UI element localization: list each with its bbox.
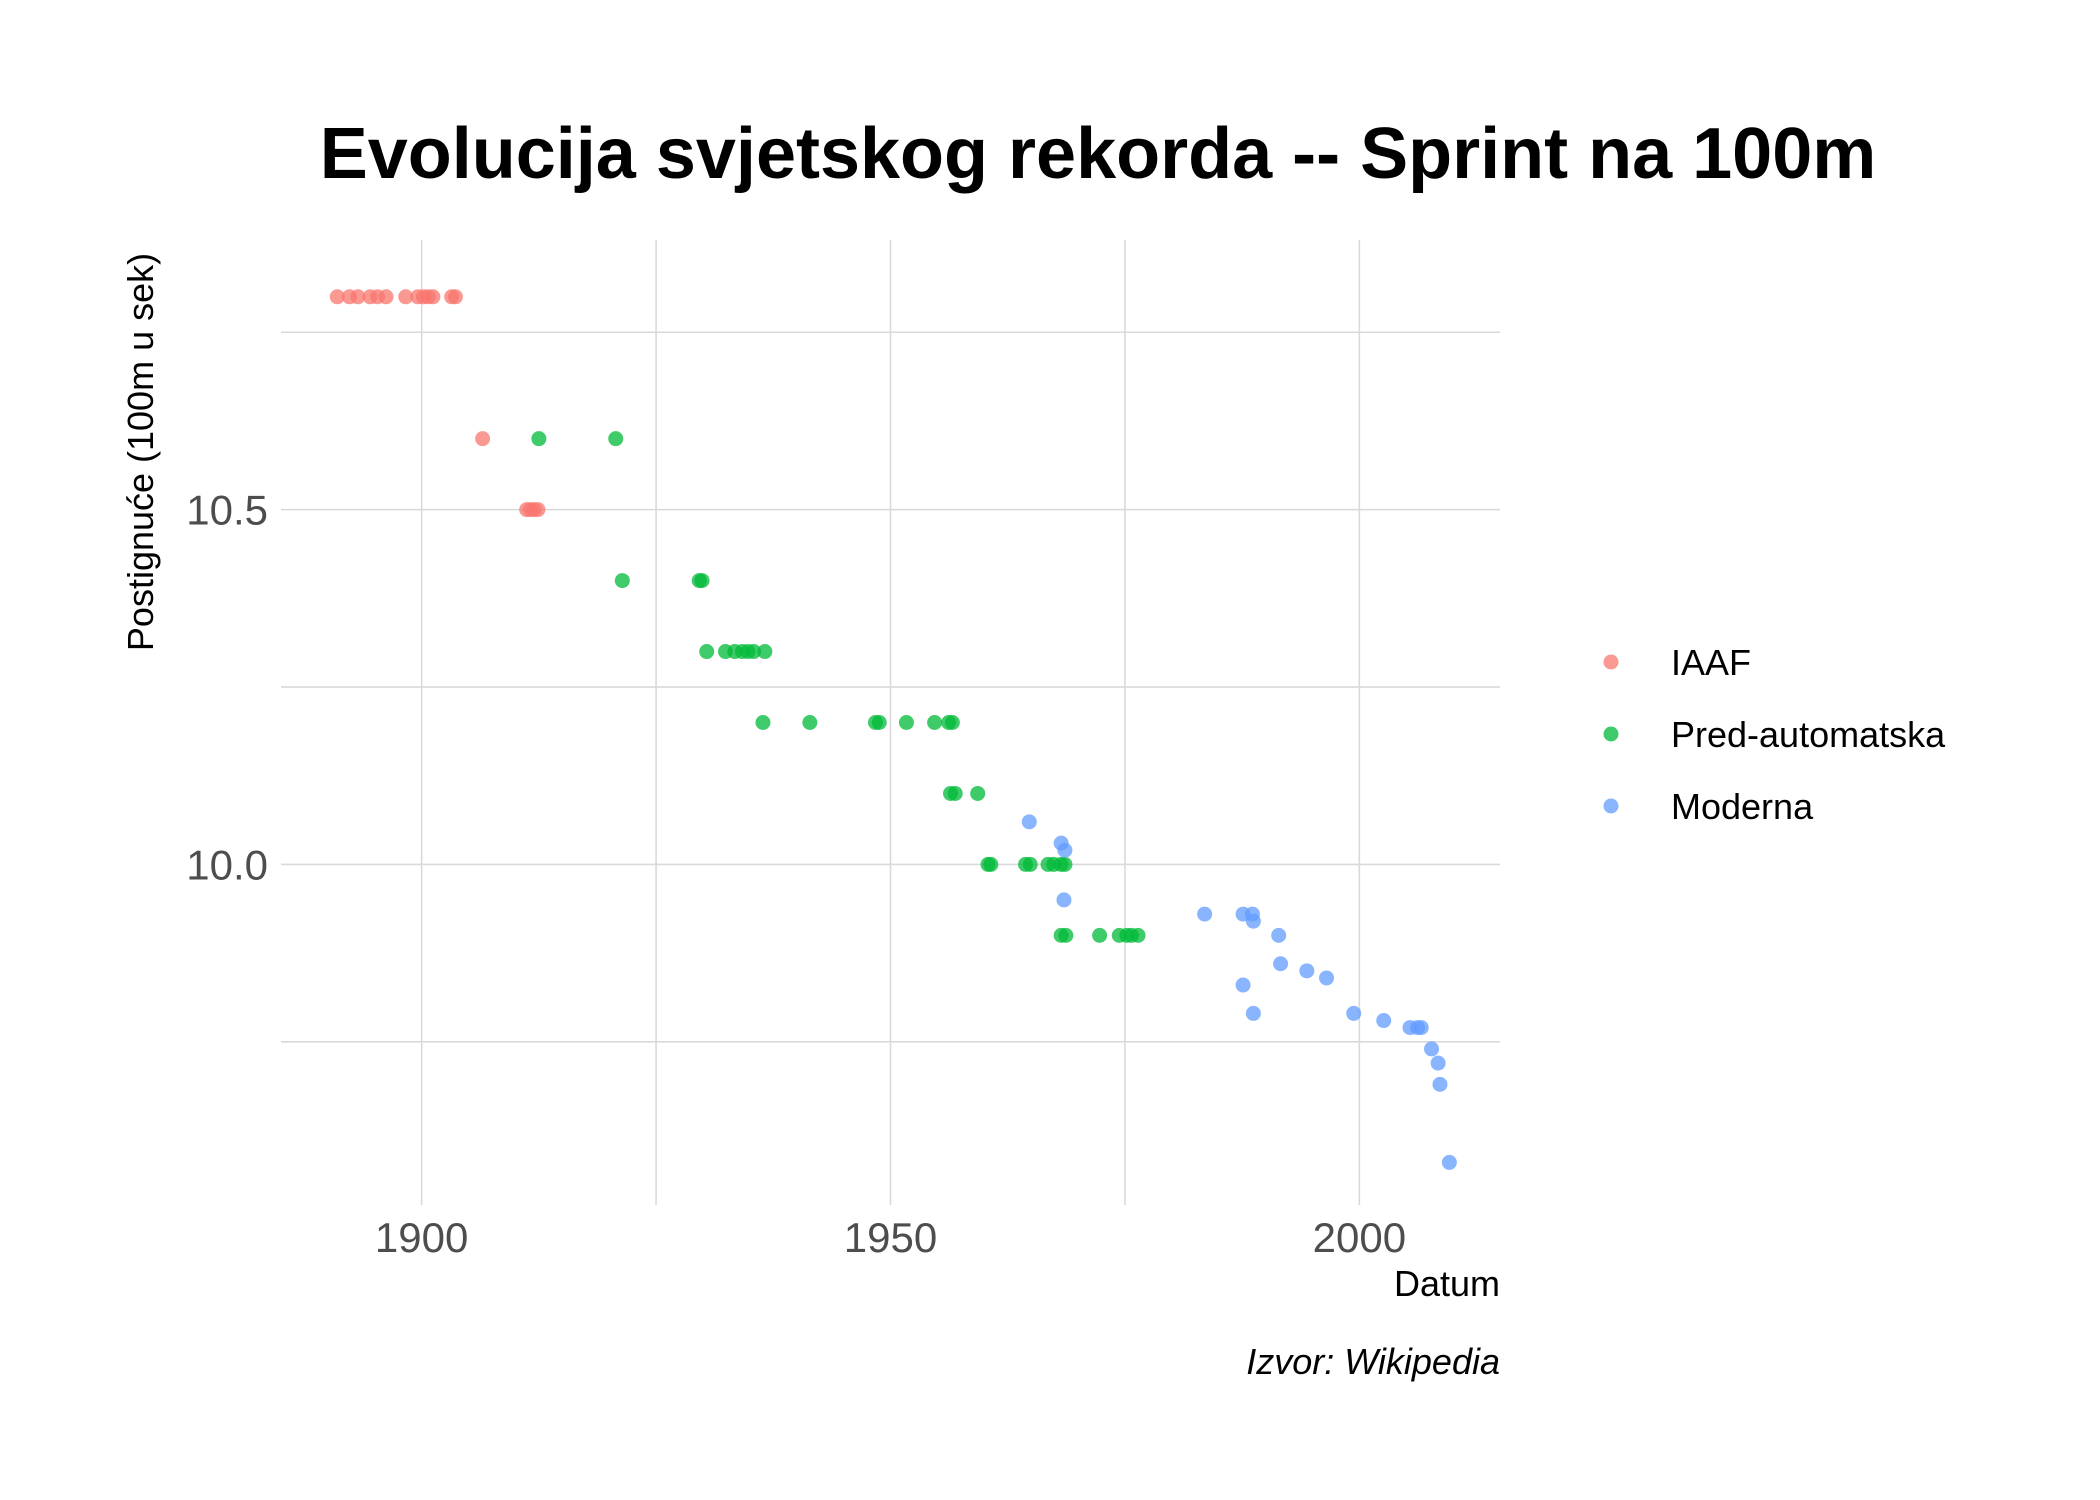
data-point <box>1245 1005 1261 1021</box>
data-point <box>531 431 547 447</box>
data-point <box>1430 1055 1446 1071</box>
data-point <box>871 715 887 730</box>
x-axis-ticks: 1900 1950 2000 <box>375 1214 1406 1261</box>
data-point <box>1022 856 1038 872</box>
data-point <box>1273 956 1289 972</box>
legend: IAAF Pred-automatska Moderna <box>1603 642 1946 827</box>
legend-key <box>1603 726 1619 742</box>
data-point <box>1058 927 1074 943</box>
x-tick-label: 1950 <box>844 1214 937 1261</box>
data-point <box>530 502 546 518</box>
grid-lines <box>281 240 1500 1205</box>
data-point <box>1092 927 1108 943</box>
x-tick-label: 2000 <box>1313 1214 1406 1261</box>
data-point <box>694 573 710 589</box>
data-point <box>1376 1013 1392 1029</box>
legend-label: Moderna <box>1671 786 1814 827</box>
data-point <box>983 856 999 872</box>
data-point <box>802 715 818 730</box>
data-point <box>1057 856 1073 872</box>
data-point <box>947 785 963 801</box>
y-axis-ticks: 10.0 10.5 <box>186 487 268 889</box>
data-point <box>1197 906 1213 922</box>
data-point <box>1130 927 1146 943</box>
data-point <box>608 431 624 447</box>
data-point <box>1319 970 1335 986</box>
data-point <box>614 573 630 589</box>
legend-label: Pred-automatska <box>1671 714 1946 755</box>
data-point <box>329 289 345 305</box>
data-point <box>475 431 491 447</box>
legend-key <box>1603 654 1619 670</box>
data-point <box>378 289 394 305</box>
data-point <box>927 715 943 730</box>
data-point <box>425 289 441 305</box>
data-point <box>1299 963 1315 979</box>
data-point <box>1346 1005 1362 1021</box>
data-point <box>699 644 715 660</box>
legend-key <box>1603 798 1619 814</box>
data-point <box>746 644 762 660</box>
data-point <box>447 289 463 305</box>
x-tick-label: 1900 <box>375 1214 468 1261</box>
data-point <box>1021 814 1037 830</box>
data-point <box>898 715 914 730</box>
data-point <box>1441 1154 1457 1170</box>
data-point <box>1235 977 1251 993</box>
chart-title: Evolucija svjetskog rekorda -- Sprint na… <box>320 114 1877 194</box>
data-point <box>944 715 960 730</box>
y-tick-label: 10.5 <box>186 487 268 534</box>
y-tick-label: 10.0 <box>186 841 268 888</box>
data-point <box>970 785 986 801</box>
y-axis-label: Postignuće (100m u sek) <box>120 253 161 651</box>
chart-caption: Izvor: Wikipedia <box>1246 1341 1500 1382</box>
data-point <box>1245 913 1261 929</box>
data-point <box>1413 1020 1429 1036</box>
x-axis-label: Datum <box>1394 1263 1500 1304</box>
legend-label: IAAF <box>1671 642 1751 683</box>
data-point <box>1271 927 1287 943</box>
data-point <box>1432 1076 1448 1092</box>
data-point <box>1056 892 1072 908</box>
data-point <box>1057 842 1073 858</box>
data-points <box>329 289 1457 1170</box>
data-point <box>757 644 773 660</box>
data-point <box>1424 1041 1440 1057</box>
data-point <box>350 289 366 305</box>
data-point <box>398 289 414 305</box>
data-point <box>755 715 771 730</box>
